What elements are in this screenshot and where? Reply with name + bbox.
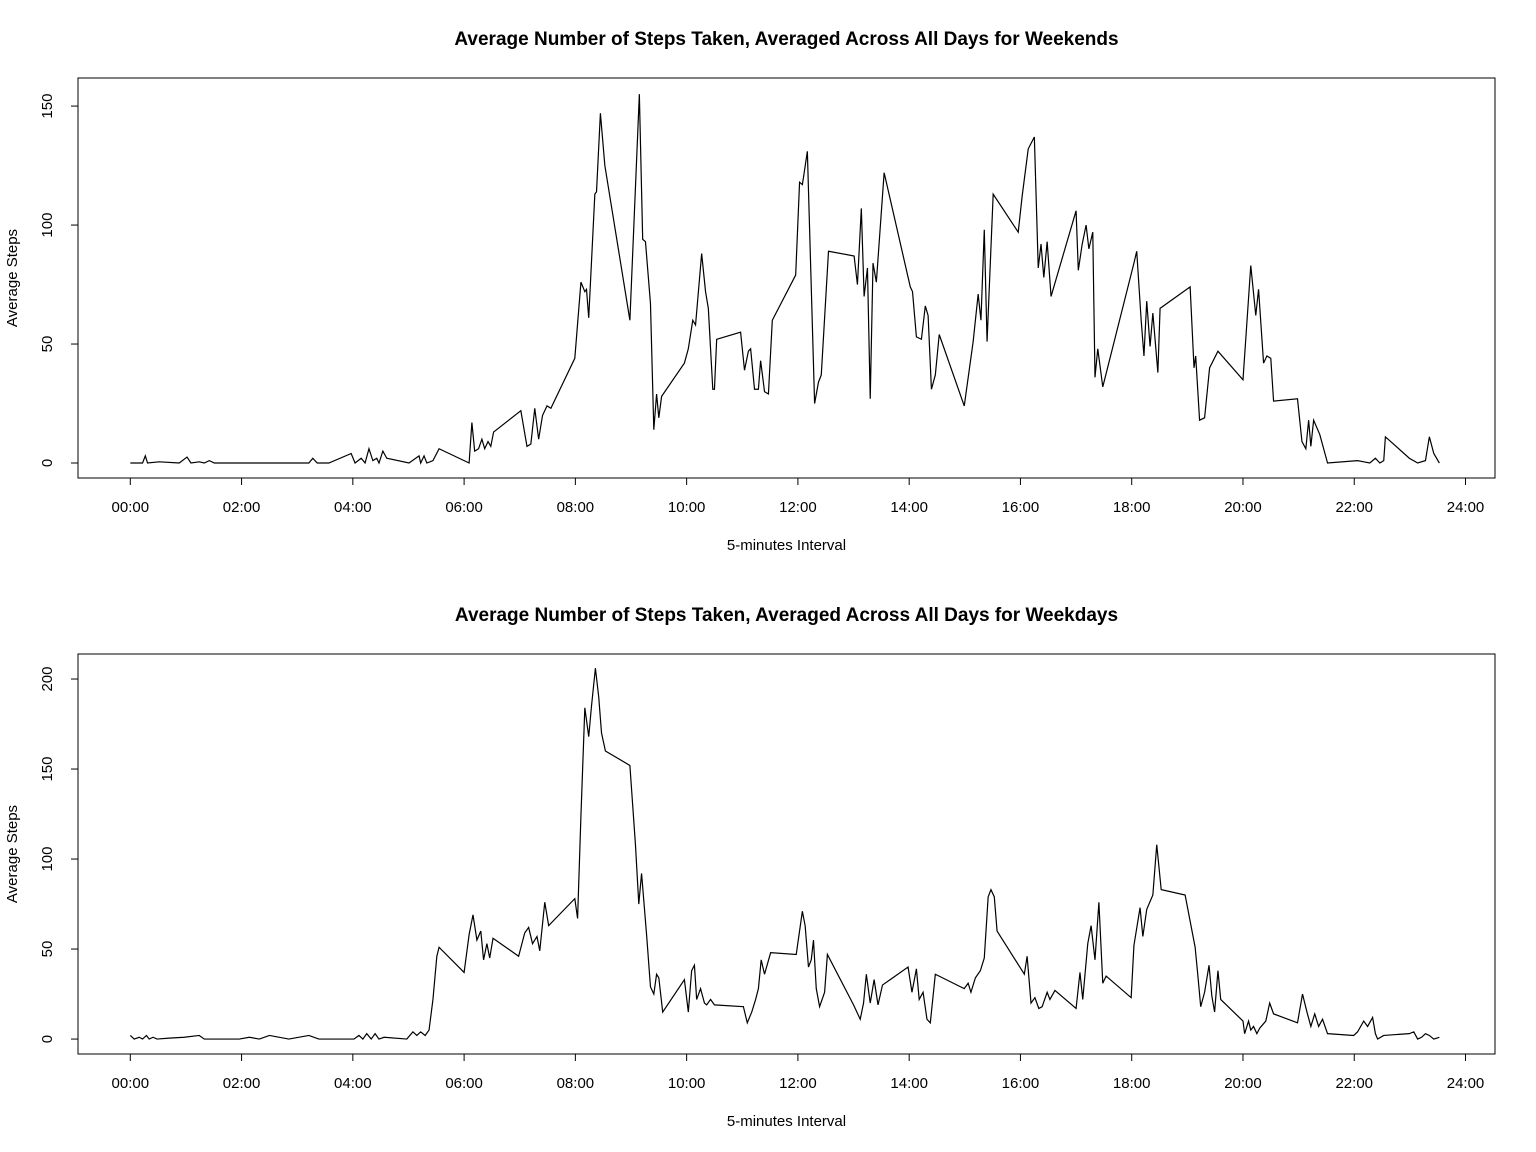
x-tick-label: 24:00 — [1447, 499, 1485, 516]
x-axis-label: 5-minutes Interval — [727, 537, 846, 554]
y-tick-label: 150 — [39, 94, 56, 119]
y-tick-label: 50 — [39, 941, 56, 958]
y-tick-label: 200 — [39, 667, 56, 692]
plot-frame — [77, 653, 1496, 1055]
x-tick-label: 22:00 — [1335, 1075, 1373, 1092]
x-tick-label: 20:00 — [1224, 499, 1262, 516]
x-tick-label: 18:00 — [1113, 499, 1151, 516]
data-line — [129, 668, 1440, 1041]
y-axis-label: Average Steps — [4, 805, 21, 903]
y-tick-label: 50 — [39, 336, 56, 353]
chart-title: Average Number of Steps Taken, Averaged … — [454, 29, 1118, 50]
x-tick-label: 18:00 — [1113, 1075, 1151, 1092]
y-tick-label: 100 — [39, 213, 56, 238]
y-tick-label: 100 — [39, 847, 56, 872]
plot-frame — [77, 77, 1496, 479]
x-tick-label: 04:00 — [334, 499, 372, 516]
x-tick-label: 00:00 — [112, 499, 150, 516]
chart-title: Average Number of Steps Taken, Averaged … — [455, 605, 1118, 626]
data-line — [130, 94, 1440, 465]
x-tick-label: 22:00 — [1335, 499, 1373, 516]
x-tick-label: 08:00 — [557, 499, 595, 516]
x-tick-label: 12:00 — [779, 1075, 817, 1092]
x-tick-label: 20:00 — [1224, 1075, 1262, 1092]
x-tick-label: 06:00 — [445, 499, 483, 516]
y-tick-label: 0 — [39, 1035, 56, 1043]
y-axis-label: Average Steps — [4, 229, 21, 327]
x-tick-label: 10:00 — [668, 1075, 706, 1092]
x-tick-label: 00:00 — [112, 1075, 150, 1092]
x-tick-label: 24:00 — [1447, 1075, 1485, 1092]
y-tick-label: 0 — [39, 459, 56, 467]
x-tick-label: 08:00 — [557, 1075, 595, 1092]
x-tick-label: 02:00 — [223, 1075, 261, 1092]
x-tick-label: 12:00 — [779, 499, 817, 516]
y-tick-label: 150 — [39, 757, 56, 782]
x-axis-label: 5-minutes Interval — [727, 1113, 846, 1130]
x-tick-label: 06:00 — [445, 1075, 483, 1092]
x-tick-label: 02:00 — [223, 499, 261, 516]
x-tick-label: 16:00 — [1002, 499, 1040, 516]
x-tick-label: 10:00 — [668, 499, 706, 516]
x-tick-label: 14:00 — [890, 1075, 928, 1092]
x-tick-label: 16:00 — [1002, 1075, 1040, 1092]
x-tick-label: 04:00 — [334, 1075, 372, 1092]
x-tick-label: 14:00 — [890, 499, 928, 516]
